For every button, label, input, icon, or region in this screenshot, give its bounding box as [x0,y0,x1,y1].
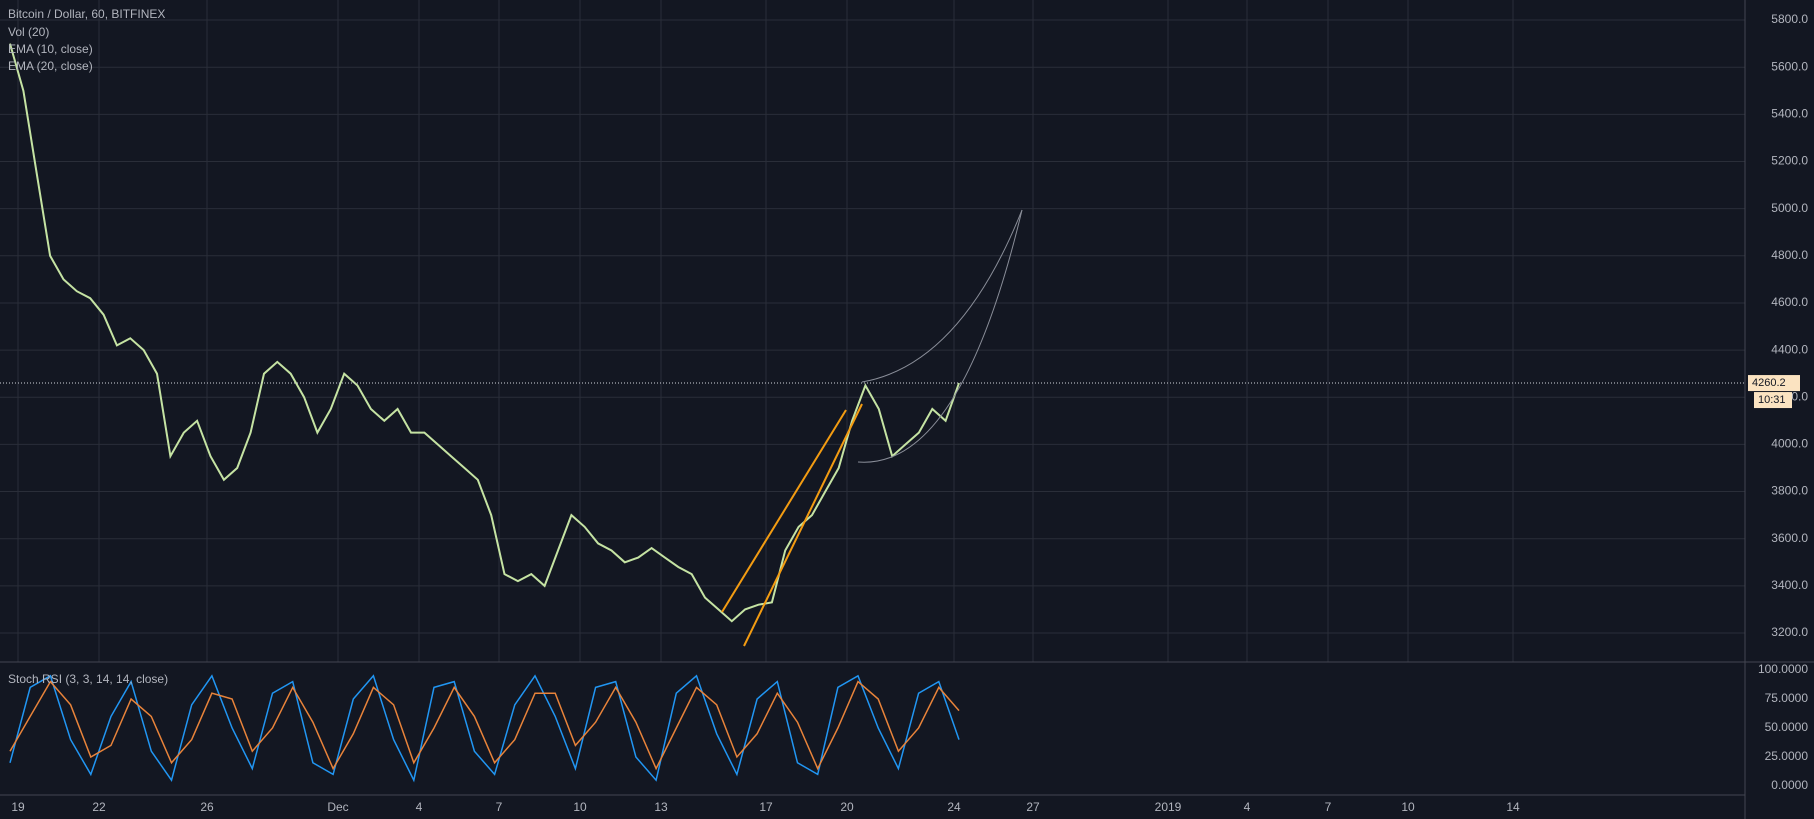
indicator-label: Vol (20) [8,25,49,39]
series-line [9,680,960,771]
channel-line [721,409,847,613]
y-tick-label: 5400.0 [1771,107,1808,121]
y-tick-label: 4800.0 [1771,248,1808,262]
y-tick-label: 4600.0 [1771,295,1808,309]
projection-curve [861,209,1023,383]
x-tick-label: 22 [92,800,106,814]
symbol-title: Bitcoin / Dollar, 60, BITFINEX [8,7,165,21]
y-tick-label: 5600.0 [1771,59,1808,73]
indicator-label: EMA (20, close) [8,59,93,73]
x-tick-label: 4 [416,800,423,814]
x-tick-label: 10 [573,800,587,814]
y-tick-label: 5200.0 [1771,154,1808,168]
y-tick-label: 3200.0 [1771,625,1808,639]
indicator-label: EMA (10, close) [8,42,93,56]
x-tick-label: 4 [1244,800,1251,814]
channel-line [743,403,863,647]
y-tick-label: 75.0000 [1765,691,1809,705]
x-tick-label: 7 [496,800,503,814]
x-tick-label: 17 [759,800,773,814]
x-tick-label: 2019 [1155,800,1182,814]
y-tick-label: 0.0000 [1771,778,1808,792]
countdown-tag [1754,392,1792,409]
series-line [9,43,960,623]
x-tick-label: 27 [1026,800,1040,814]
x-tick-label: 24 [947,800,961,814]
stoch-panel [0,662,1745,795]
x-tick-label: 7 [1325,800,1332,814]
y-tick-label: 3800.0 [1771,484,1808,498]
y-tick-label: 25.0000 [1765,749,1809,763]
last-price-tag [1748,375,1800,392]
y-tick-label: 100.0000 [1758,662,1808,676]
series-line [9,674,960,783]
stoch-title: Stoch RSI (3, 3, 14, 14, close) [8,672,168,686]
projection-curve [857,209,1023,463]
x-tick-label: 13 [654,800,668,814]
y-tick-label: 3600.0 [1771,531,1808,545]
marks [9,43,960,783]
x-tick-label: 20 [840,800,854,814]
y-tick-label: 5800.0 [1771,12,1808,26]
y-tick-label: 5000.0 [1771,201,1808,215]
y-tick-label: 4000.0 [1771,437,1808,451]
x-tick-label: 19 [11,800,25,814]
y-tick-label: 3400.0 [1771,578,1808,592]
last-price-label: 4260.2 [1752,377,1786,389]
x-tick-label: 14 [1506,800,1520,814]
y-tick-label: 50.0000 [1765,720,1809,734]
x-tick-label: 26 [200,800,214,814]
x-tick-label: 10 [1401,800,1415,814]
x-tick-label: Dec [327,800,348,814]
y-tick-label: 4400.0 [1771,342,1808,356]
countdown-label: 10:31 [1758,394,1786,406]
